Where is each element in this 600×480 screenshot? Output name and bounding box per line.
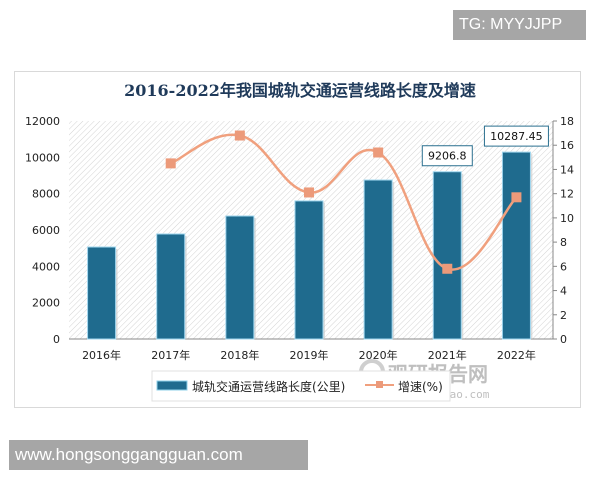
legend-label-length: 城轨交通运营线路长度(公里): [192, 379, 345, 394]
watermark-top: TG: MYYJJPP: [453, 10, 586, 40]
left-axis-tick: 12000: [25, 115, 60, 128]
right-axis-tick: 18: [560, 115, 574, 128]
x-axis-label: 2018年: [220, 348, 259, 362]
right-axis-tick: 16: [560, 139, 574, 152]
left-axis-tick: 6000: [32, 224, 60, 237]
line-marker: [442, 263, 453, 274]
x-axis-label: 2017年: [151, 348, 190, 362]
line-marker: [373, 147, 384, 158]
data-label-box: [421, 145, 473, 167]
x-axis-label: 2021年: [428, 348, 467, 362]
legend: 城轨交通运营线路长度(公里) 增速(%): [151, 370, 451, 402]
bar: [501, 151, 531, 340]
bar-series: [87, 151, 533, 340]
bar: [87, 246, 117, 340]
legend-bar-swatch: [156, 380, 188, 391]
bar: [432, 171, 462, 340]
chart-title: 2016-2022年我国城轨交通运营线路长度及增速: [124, 81, 476, 100]
watermark-bottom: www.hongsonggangguan.com: [9, 440, 308, 470]
right-axis-tick: 4: [560, 285, 567, 298]
right-axis-tick: 0: [560, 333, 567, 346]
left-axis-tick: 8000: [32, 188, 60, 201]
right-axis-tick: 10: [560, 212, 574, 225]
legend-marker-icon: [376, 381, 383, 388]
line-series: [165, 130, 522, 274]
line-marker: [511, 192, 522, 203]
legend-box: [151, 370, 451, 402]
x-axis-label: 2016年: [82, 348, 121, 362]
left-axis-tick: 10000: [25, 151, 60, 164]
bar: [294, 200, 324, 340]
left-axis-tick: 2000: [32, 297, 60, 310]
line-marker: [304, 187, 314, 198]
right-axis-tick: 12: [560, 188, 574, 201]
right-axis-tick: 2: [560, 309, 567, 322]
data-labels: 9206.8 10287.45: [421, 125, 549, 167]
right-axis: 0 2 4 6 8 10 12 14 16 18: [552, 115, 574, 346]
x-axis-label: 2020年: [359, 348, 398, 362]
right-axis-tick: 6: [560, 260, 567, 273]
bar: [156, 233, 186, 340]
bar: [225, 215, 255, 340]
line-marker: [165, 158, 176, 169]
right-axis-tick: 8: [560, 236, 567, 249]
right-axis-tick: 14: [560, 163, 574, 176]
bar: [363, 179, 393, 340]
data-label: 10287.45: [490, 130, 543, 143]
left-axis: 0 2000 4000 6000 8000 10000 12000: [25, 115, 60, 346]
data-label-box: [483, 125, 549, 147]
left-axis-tick: 0: [53, 333, 60, 346]
x-axis-label: 2019年: [290, 348, 329, 362]
x-axis-labels: 2016年 2017年 2018年 2019年 2020年 2021年 2022年: [82, 348, 536, 362]
x-axis-label: 2022年: [497, 348, 536, 362]
left-axis-tick: 4000: [32, 260, 60, 273]
line-marker: [234, 130, 245, 141]
data-label: 9206.8: [428, 150, 467, 163]
legend-label-growth: 增速(%): [398, 380, 443, 394]
